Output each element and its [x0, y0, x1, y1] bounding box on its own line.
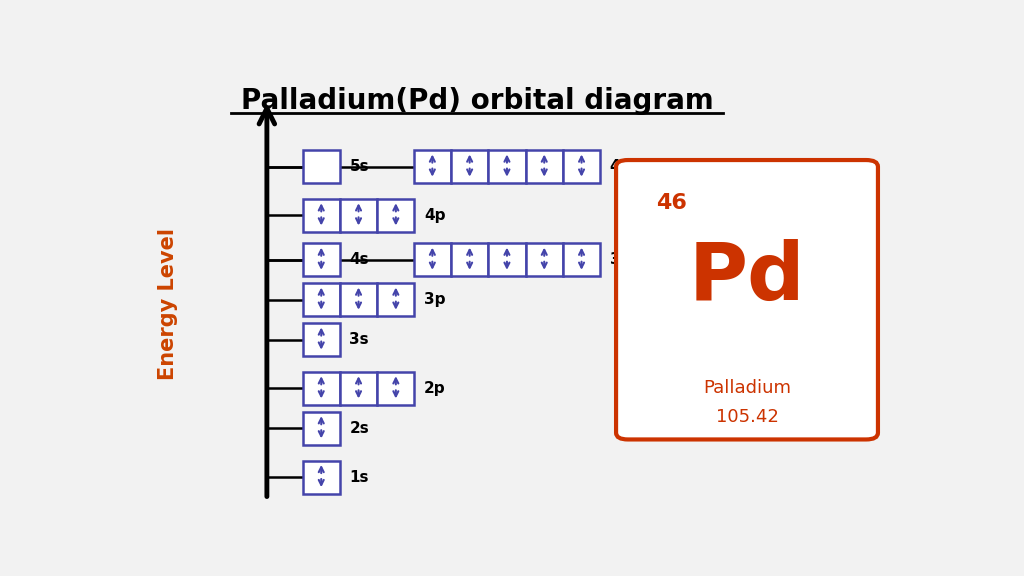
Bar — [303, 461, 340, 494]
Text: 4p: 4p — [424, 208, 445, 223]
Bar — [303, 412, 340, 445]
Text: 1s: 1s — [349, 469, 369, 484]
FancyBboxPatch shape — [616, 160, 878, 439]
Text: 4s: 4s — [349, 252, 369, 267]
Bar — [563, 150, 600, 183]
Text: 4d: 4d — [609, 159, 631, 174]
Text: 5s: 5s — [349, 159, 369, 174]
Text: 105.42: 105.42 — [716, 408, 778, 426]
Text: Energy Level: Energy Level — [158, 228, 178, 380]
Bar — [525, 150, 563, 183]
Bar — [451, 150, 488, 183]
Bar — [340, 199, 377, 232]
Text: 46: 46 — [655, 194, 687, 213]
Text: 2s: 2s — [349, 421, 370, 436]
Bar — [340, 372, 377, 405]
Bar — [303, 243, 340, 276]
Text: Palladium: Palladium — [703, 380, 791, 397]
Bar — [377, 199, 415, 232]
Text: Palladium(Pd) orbital diagram: Palladium(Pd) orbital diagram — [241, 87, 714, 115]
Bar — [451, 243, 488, 276]
Text: Pd: Pd — [689, 238, 805, 317]
Text: 2p: 2p — [424, 381, 445, 396]
Bar — [563, 243, 600, 276]
Bar — [414, 243, 451, 276]
Bar — [488, 243, 525, 276]
Bar — [340, 283, 377, 316]
Bar — [303, 283, 340, 316]
Bar — [303, 199, 340, 232]
Text: 3s: 3s — [349, 332, 369, 347]
Bar — [303, 150, 340, 183]
Bar — [303, 323, 340, 357]
Bar — [414, 150, 451, 183]
Text: 3d: 3d — [609, 252, 631, 267]
Bar — [525, 243, 563, 276]
Bar — [488, 150, 525, 183]
Bar — [377, 283, 415, 316]
Text: 3p: 3p — [424, 292, 445, 307]
Bar — [377, 372, 415, 405]
Bar — [303, 372, 340, 405]
